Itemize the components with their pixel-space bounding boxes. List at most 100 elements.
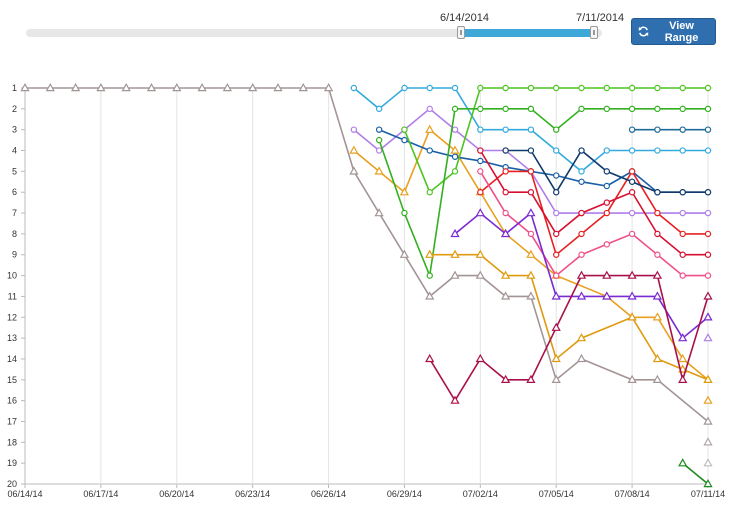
data-point xyxy=(628,84,636,92)
data-point xyxy=(703,416,713,425)
data-point xyxy=(425,124,435,133)
data-point xyxy=(603,84,611,92)
series-orange-2 xyxy=(425,249,713,383)
series-line xyxy=(429,274,709,403)
series-red xyxy=(477,168,712,258)
data-point xyxy=(704,209,712,217)
data-point xyxy=(502,147,509,154)
data-point xyxy=(475,249,485,258)
data-point xyxy=(678,374,688,383)
data-point xyxy=(475,270,485,279)
data-point xyxy=(578,84,585,92)
data-point xyxy=(654,84,661,92)
data-point xyxy=(45,82,55,92)
data-point xyxy=(450,145,460,154)
range-track[interactable] xyxy=(26,29,602,37)
data-point xyxy=(451,168,459,175)
view-range-button[interactable]: View Range xyxy=(631,18,716,45)
data-point xyxy=(553,172,560,179)
data-point xyxy=(298,82,308,92)
series-line xyxy=(25,87,709,423)
data-point xyxy=(146,82,157,92)
data-point xyxy=(576,291,587,300)
x-tick-label: 07/02/14 xyxy=(463,489,498,499)
series-line xyxy=(353,107,708,214)
data-point xyxy=(502,209,509,217)
series-orange-single xyxy=(703,395,713,404)
series-dark-green xyxy=(678,458,713,488)
data-point xyxy=(425,353,435,363)
data-point xyxy=(627,312,637,321)
x-tick-label: 06/17/14 xyxy=(83,489,118,499)
range-end-handle[interactable] xyxy=(590,26,598,39)
data-point xyxy=(273,82,283,92)
y-tick-label: 19 xyxy=(7,458,17,468)
data-point xyxy=(578,105,585,113)
series-navy xyxy=(502,147,712,196)
x-tick-label: 07/11/14 xyxy=(691,489,725,499)
data-point xyxy=(477,168,484,175)
data-point xyxy=(576,353,587,363)
data-point xyxy=(578,147,585,154)
range-start-handle[interactable] xyxy=(457,26,465,39)
range-start-label: 6/14/2014 xyxy=(440,12,489,24)
series-lilac-single xyxy=(703,333,713,342)
data-point xyxy=(426,272,433,279)
data-point xyxy=(703,478,713,488)
data-point xyxy=(679,251,686,258)
data-point xyxy=(70,82,81,92)
data-point xyxy=(703,458,713,467)
series-green xyxy=(401,84,712,196)
data-point xyxy=(551,374,561,383)
data-point xyxy=(527,168,535,175)
data-point xyxy=(502,105,509,113)
data-point xyxy=(475,353,485,363)
series-line xyxy=(353,128,709,381)
data-point xyxy=(628,178,636,185)
data-point xyxy=(526,291,536,300)
data-point xyxy=(526,374,536,383)
data-point xyxy=(426,189,433,196)
data-point xyxy=(450,395,460,404)
x-tick-label: 07/05/14 xyxy=(539,489,574,499)
data-point xyxy=(374,208,384,217)
data-point xyxy=(526,249,536,258)
data-point xyxy=(375,126,383,133)
data-point xyxy=(399,187,410,196)
data-point xyxy=(375,147,383,154)
data-point xyxy=(703,374,713,383)
data-point xyxy=(323,82,334,92)
data-point xyxy=(527,147,535,154)
range-selection[interactable] xyxy=(461,29,594,37)
data-point xyxy=(477,147,484,154)
data-point xyxy=(627,270,637,279)
y-tick-label: 8 xyxy=(12,229,17,239)
data-point xyxy=(602,270,612,279)
series-gray-single-2 xyxy=(703,458,713,467)
y-tick-label: 10 xyxy=(7,271,17,281)
y-tick-label: 11 xyxy=(8,291,17,301)
data-point xyxy=(703,333,713,342)
data-point xyxy=(704,251,712,258)
data-point xyxy=(679,272,686,279)
data-point xyxy=(628,168,636,175)
data-point xyxy=(627,291,637,300)
data-point xyxy=(704,105,712,113)
data-point xyxy=(527,126,535,133)
data-point xyxy=(703,291,713,300)
data-point xyxy=(678,458,688,467)
data-point xyxy=(451,105,459,113)
series-light-blue xyxy=(350,84,712,175)
data-point xyxy=(627,374,637,383)
data-point xyxy=(704,272,712,279)
series-gray xyxy=(20,82,713,425)
y-tick-label: 1 xyxy=(12,83,17,93)
series-line xyxy=(429,253,709,381)
data-point xyxy=(679,230,686,238)
data-point xyxy=(553,147,560,154)
data-point xyxy=(426,147,433,154)
data-point xyxy=(551,291,561,300)
data-point xyxy=(502,84,509,92)
data-point xyxy=(401,209,408,217)
data-point xyxy=(349,145,359,154)
